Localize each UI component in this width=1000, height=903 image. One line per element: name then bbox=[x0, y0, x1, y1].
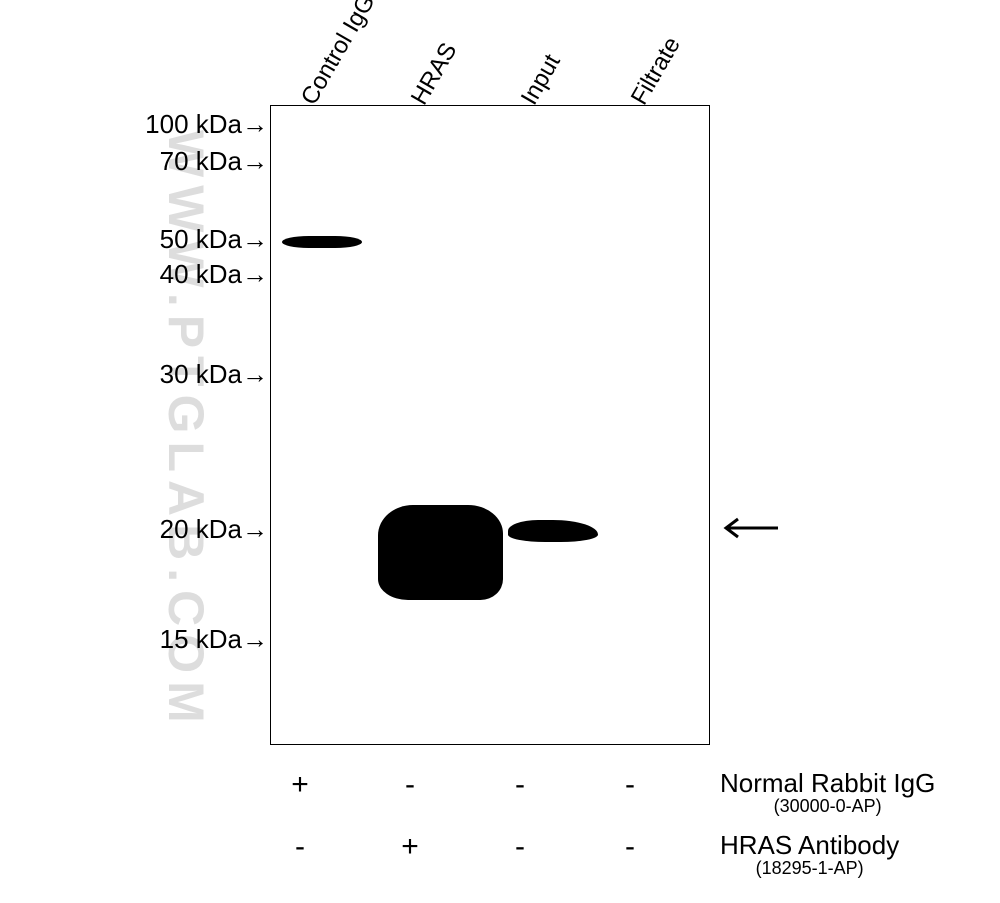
footer-sign: - bbox=[500, 768, 540, 802]
footer-sign: - bbox=[390, 768, 430, 802]
lane-header-hras: HRAS bbox=[406, 38, 464, 110]
blot-membrane bbox=[270, 105, 710, 745]
mw-label: 30 kDa→ bbox=[0, 359, 268, 390]
mw-label: 70 kDa→ bbox=[0, 146, 268, 177]
footer-sign: - bbox=[280, 830, 320, 864]
footer-sign: + bbox=[390, 830, 430, 864]
footer-row-label: HRAS Antibody(18295-1-AP) bbox=[720, 832, 899, 878]
footer-sign: - bbox=[610, 768, 650, 802]
mw-label: 100 kDa→ bbox=[0, 109, 268, 140]
footer-sign: - bbox=[500, 830, 540, 864]
mw-label: 20 kDa→ bbox=[0, 514, 268, 545]
band-input bbox=[508, 520, 598, 542]
footer-sign: - bbox=[610, 830, 650, 864]
footer-row-label: Normal Rabbit IgG(30000-0-AP) bbox=[720, 770, 935, 816]
mw-label: 40 kDa→ bbox=[0, 259, 268, 290]
lane-header-input: Input bbox=[516, 50, 567, 110]
footer-sign: + bbox=[280, 768, 320, 802]
lane-header-filtrate: Filtrate bbox=[626, 32, 687, 110]
band-hras-main bbox=[378, 505, 503, 600]
mw-label: 50 kDa→ bbox=[0, 224, 268, 255]
band-control-igg-50k bbox=[282, 236, 362, 248]
result-arrow-icon bbox=[720, 516, 780, 540]
mw-label: 15 kDa→ bbox=[0, 624, 268, 655]
lane-header-control-igg: Control IgG bbox=[296, 0, 382, 110]
